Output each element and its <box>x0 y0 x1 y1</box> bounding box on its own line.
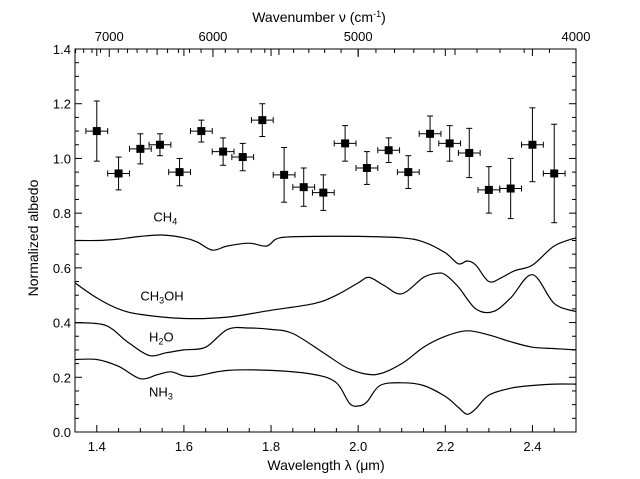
x-tick-label: 1.4 <box>88 439 106 454</box>
y-tick-label: 1.0 <box>53 151 71 166</box>
plot-frame <box>74 48 577 433</box>
y-tick-label: 1.2 <box>53 97 71 112</box>
observation-point <box>189 119 213 143</box>
curve-ch3oh <box>74 272 577 320</box>
observation-point <box>250 103 274 138</box>
observation-point <box>85 100 109 162</box>
point-marker <box>384 146 393 155</box>
point-marker <box>341 139 350 148</box>
observation-point <box>272 146 296 203</box>
curve-label-main: NH <box>149 384 168 399</box>
observation-points <box>85 100 566 224</box>
x-tick-label: 2.2 <box>436 439 454 454</box>
observation-point <box>377 137 401 164</box>
y-tick-label: 0.0 <box>53 425 71 440</box>
point-marker <box>319 188 328 197</box>
observation-point <box>168 157 191 187</box>
curve-label-main: H <box>149 330 158 345</box>
observation-point <box>311 174 335 211</box>
y-tick-label: 0.8 <box>53 206 71 221</box>
point-marker <box>114 169 123 178</box>
curve-h2o <box>74 322 577 376</box>
axis-ticks: 1.4 1.6 1.8 2.0 2.2 2.4 0.0 0.2 0.4 0.6 0.8 1.0 1.2 1… <box>53 29 591 454</box>
observation-point <box>355 151 379 185</box>
curve-ch4 <box>74 234 577 283</box>
y-tick-label: 0.2 <box>53 370 71 385</box>
x-tick-label: 2.4 <box>523 439 541 454</box>
curve-label-sub: 4 <box>172 216 177 226</box>
point-marker <box>175 168 184 177</box>
observation-point <box>499 157 523 220</box>
observation-point <box>231 142 255 172</box>
point-marker <box>484 185 493 194</box>
point-marker <box>506 184 515 193</box>
x-tick-label: 1.6 <box>175 439 193 454</box>
point-marker <box>136 144 145 153</box>
x-tick-label: 1.8 <box>262 439 280 454</box>
top-axis-title-sup: -1 <box>373 9 381 19</box>
point-marker <box>197 127 206 136</box>
curve-label-suffix: OH <box>164 289 184 304</box>
model-curves <box>74 234 577 415</box>
observation-point <box>333 125 357 162</box>
point-marker <box>238 153 247 162</box>
point-marker <box>426 129 435 138</box>
y-axis-title: Normalized albedo <box>25 179 41 296</box>
observation-point <box>396 155 420 190</box>
point-marker <box>258 116 267 125</box>
curve-label-nh3: NH3 <box>149 384 173 401</box>
point-marker <box>550 169 559 178</box>
point-marker <box>404 168 413 177</box>
curve-label-sub: 2 <box>158 337 163 347</box>
curve-label-ch4: CH4 <box>153 209 177 226</box>
observation-point <box>292 167 316 207</box>
curve-label-main: CH <box>153 209 172 224</box>
curve-nh3 <box>74 358 577 415</box>
x-tick-label: 2.0 <box>349 439 367 454</box>
observation-point <box>211 137 235 166</box>
curve-label-h2o: H2O <box>149 330 174 347</box>
y-tick-label: 1.4 <box>53 42 71 57</box>
point-marker <box>445 139 454 148</box>
top-tick-label: 5000 <box>344 29 373 44</box>
observation-point <box>521 107 544 183</box>
top-axis-title-close: ) <box>381 9 386 25</box>
top-tick-label: 7000 <box>95 29 124 44</box>
curve-label-ch3oh: CH3OH <box>140 289 183 306</box>
top-tick-label: 4000 <box>562 29 591 44</box>
observation-point <box>148 133 172 157</box>
point-marker <box>528 140 537 149</box>
top-axis-title-main: Wavenumber ν (cm <box>252 9 373 25</box>
curve-label-suffix: O <box>163 330 173 345</box>
observation-point <box>107 156 130 191</box>
observation-point <box>418 115 442 153</box>
y-tick-label: 0.4 <box>53 316 71 331</box>
point-marker <box>465 148 474 157</box>
observation-point <box>438 125 462 162</box>
point-marker <box>362 164 371 173</box>
point-marker <box>219 147 228 156</box>
observation-point <box>128 133 152 165</box>
curve-label-sub: 3 <box>159 296 164 306</box>
point-marker <box>92 127 101 136</box>
top-tick-label: 6000 <box>198 29 227 44</box>
curve-label-main: CH <box>140 289 159 304</box>
point-marker <box>155 140 164 149</box>
curve-label-sub: 3 <box>168 391 173 401</box>
top-axis-title: Wavenumber ν (cm-1) <box>252 9 386 25</box>
observation-point <box>542 123 566 224</box>
observation-point <box>477 166 501 214</box>
point-marker <box>280 170 289 179</box>
observation-point <box>457 127 481 179</box>
y-tick-label: 0.6 <box>53 261 71 276</box>
point-marker <box>299 183 308 192</box>
x-axis-title: Wavelength λ (μm) <box>267 457 384 473</box>
plot-border <box>74 48 577 433</box>
